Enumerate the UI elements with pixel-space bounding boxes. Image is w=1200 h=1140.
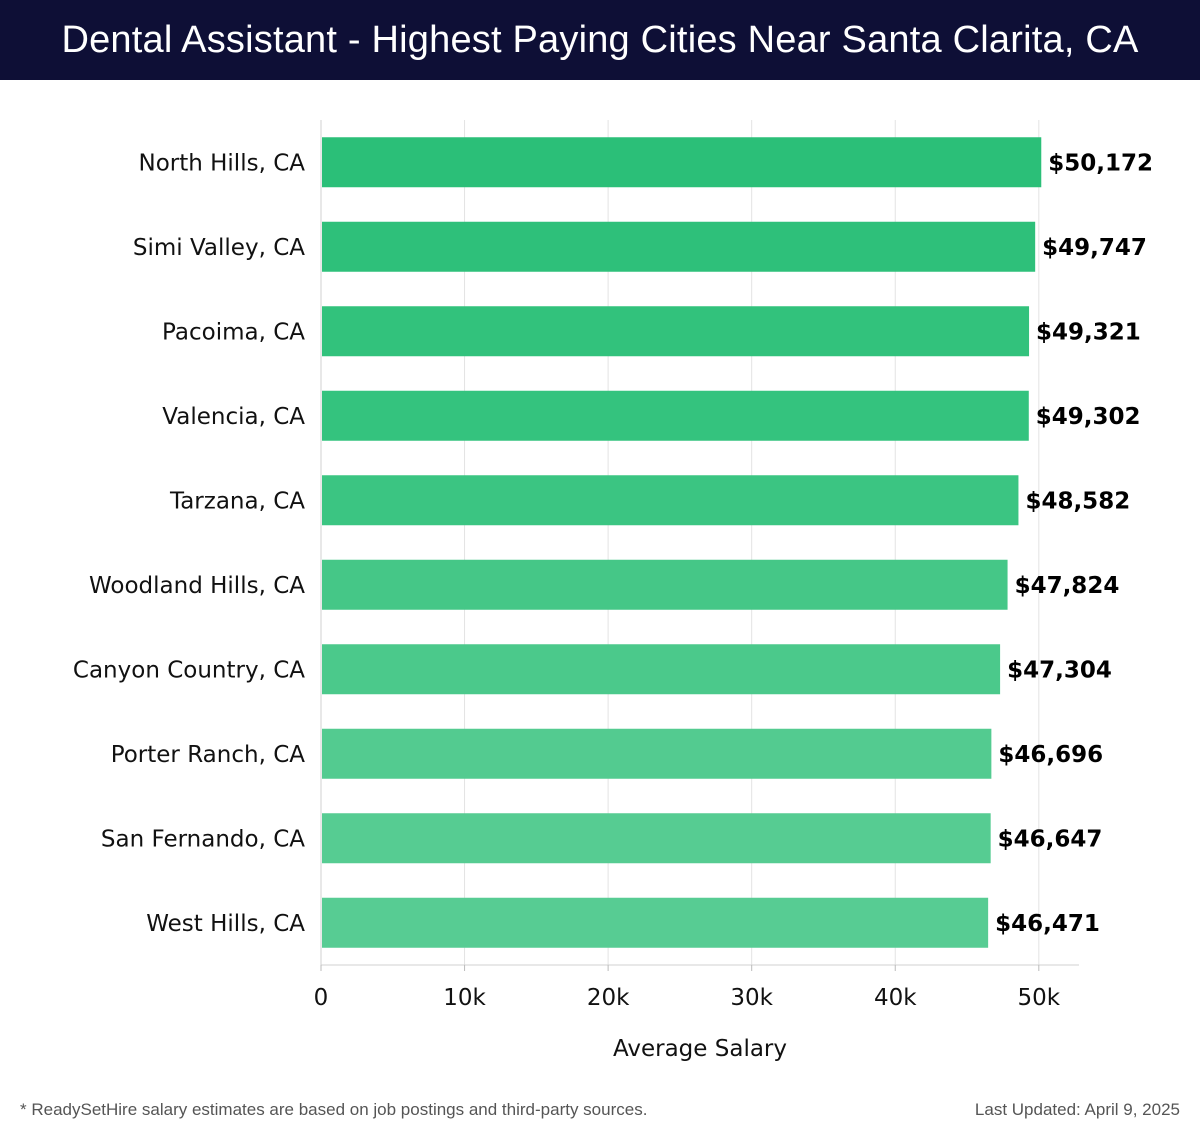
- category-label: Valencia, CA: [162, 404, 305, 430]
- category-label: Simi Valley, CA: [133, 235, 305, 261]
- category-label: Canyon Country, CA: [73, 657, 305, 683]
- bar: [322, 813, 991, 864]
- x-tick-label: 10k: [443, 985, 486, 1011]
- chart-title: Dental Assistant - Highest Paying Cities…: [0, 0, 1200, 80]
- value-label: $46,696: [998, 742, 1103, 768]
- value-label: $49,747: [1042, 235, 1147, 261]
- category-label: San Fernando, CA: [101, 826, 305, 852]
- bar: [322, 728, 992, 779]
- value-label: $49,321: [1036, 319, 1141, 345]
- bar: [322, 390, 1029, 441]
- footnote: * ReadySetHire salary estimates are base…: [20, 1100, 648, 1119]
- value-label: $49,302: [1036, 404, 1141, 430]
- value-label: $46,471: [995, 911, 1100, 937]
- x-axis-label: Average Salary: [613, 1036, 787, 1062]
- bar: [322, 221, 1036, 272]
- x-tick-label: 0: [314, 985, 329, 1011]
- category-label: Porter Ranch, CA: [111, 742, 306, 768]
- bar: [322, 644, 1001, 695]
- value-label: $47,824: [1015, 573, 1120, 599]
- value-label: $48,582: [1025, 488, 1130, 514]
- bar: [322, 559, 1008, 610]
- value-label: $47,304: [1007, 657, 1112, 683]
- category-label: Tarzana, CA: [169, 488, 305, 514]
- category-label: West Hills, CA: [146, 911, 305, 937]
- x-tick-label: 20k: [587, 985, 630, 1011]
- category-label: Pacoima, CA: [162, 319, 305, 345]
- value-label: $50,172: [1048, 150, 1153, 176]
- x-tick-label: 50k: [1018, 985, 1061, 1011]
- bar: [322, 306, 1030, 357]
- value-label: $46,647: [998, 826, 1103, 852]
- bar-chart: North Hills, CA $50,172 Simi Valley, CA $49…: [73, 120, 1153, 1062]
- x-tick-label: 40k: [874, 985, 917, 1011]
- category-label: North Hills, CA: [138, 150, 305, 176]
- last-updated: Last Updated: April 9, 2025: [974, 1100, 1180, 1119]
- bar: [322, 475, 1019, 526]
- bar: [322, 137, 1042, 188]
- x-tick-label: 30k: [730, 985, 773, 1011]
- bar: [322, 897, 989, 948]
- category-label: Woodland Hills, CA: [89, 573, 305, 599]
